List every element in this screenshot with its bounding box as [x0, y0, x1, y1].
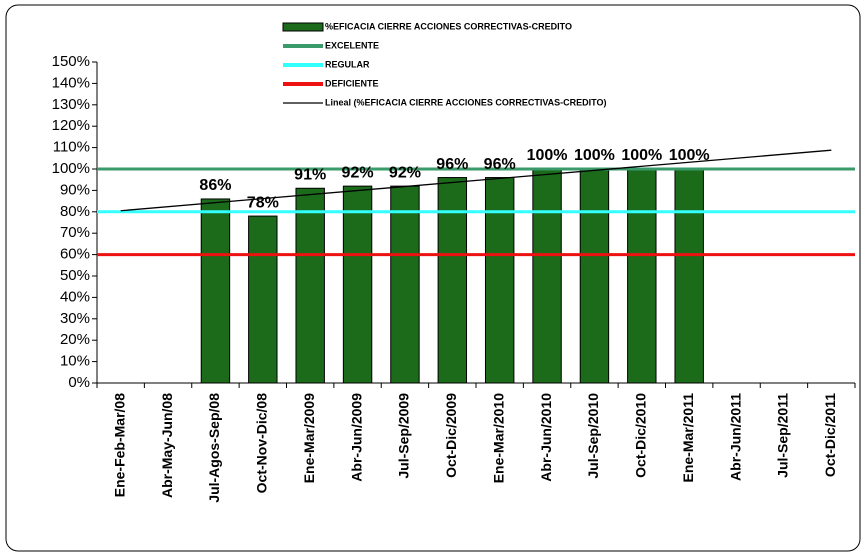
data-label: 100% — [527, 147, 568, 164]
y-tick-label: 30% — [60, 310, 90, 327]
x-tick-label: Jul-Agos-Sep/08 — [206, 393, 222, 503]
chart-frame — [5, 4, 861, 552]
x-tick-label: Ene-Mar/2010 — [490, 393, 506, 483]
y-tick-label: 50% — [60, 267, 90, 284]
y-tick-label: 80% — [60, 203, 90, 220]
bar — [674, 168, 704, 384]
bar — [390, 185, 420, 384]
data-label: 100% — [621, 147, 662, 164]
y-tick-label: 10% — [60, 353, 90, 370]
data-label: 78% — [247, 194, 279, 211]
x-tick-label: Ene-Mar/2009 — [301, 393, 317, 483]
x-tick-label: Jul-Sep/2010 — [585, 393, 601, 479]
y-tick-label: 150% — [52, 53, 90, 70]
y-tick-label: 110% — [53, 139, 90, 156]
y-tick-label: 130% — [52, 96, 90, 113]
y-tick-label: 140% — [52, 74, 90, 91]
legend-label: REGULAR — [325, 59, 370, 69]
data-label: 100% — [669, 147, 710, 164]
data-label: 92% — [389, 164, 421, 181]
data-label: 96% — [484, 156, 516, 173]
y-tick-label: 60% — [60, 246, 90, 263]
y-tick-label: 90% — [60, 181, 90, 198]
bar — [248, 215, 278, 384]
x-tick-label: Abr-Jun/2011 — [727, 393, 743, 481]
data-label: 100% — [574, 147, 615, 164]
data-label: 96% — [436, 156, 468, 173]
x-tick-label: Abr-Jun/2010 — [538, 393, 554, 482]
x-tick-label: Ene-Feb-Mar/08 — [111, 393, 127, 497]
bar — [437, 177, 468, 384]
legend-label: EXCELENTE — [325, 40, 379, 50]
x-tick-label: Abr-Jun/2009 — [348, 393, 364, 482]
bar — [295, 187, 325, 384]
x-tick-label: Oct-Dic/2011 — [822, 393, 838, 477]
data-label: 86% — [199, 177, 231, 194]
bar — [484, 177, 515, 384]
bar — [200, 198, 231, 384]
legend-swatch — [282, 22, 324, 32]
x-tick-label: Oct-Dic/2010 — [633, 393, 649, 478]
x-tick-label: Jul-Sep/2011 — [775, 393, 791, 478]
legend-label: Lineal (%EFICACIA CIERRE ACCIONES CORREC… — [325, 97, 607, 107]
legend-label: DEFICIENTE — [325, 78, 379, 88]
x-tick-label: Oct-Dic/2009 — [443, 393, 459, 478]
y-tick-label: 40% — [60, 288, 90, 305]
x-tick-label: Ene-Mar/2011 — [680, 393, 696, 483]
bar — [342, 185, 373, 384]
y-tick-label: 20% — [60, 331, 90, 348]
x-tick-label: Abr-May-Jun/08 — [159, 393, 175, 498]
data-label: 92% — [342, 164, 374, 181]
y-tick-label: 100% — [52, 160, 90, 177]
x-tick-label: Jul-Sep/2009 — [396, 393, 412, 479]
bar — [579, 168, 610, 384]
x-tick-label: Oct-Nov-Dic/08 — [254, 393, 270, 494]
bar — [627, 168, 657, 384]
y-tick-label: 120% — [52, 117, 90, 134]
y-tick-label: 0% — [68, 374, 90, 391]
data-label: 91% — [294, 166, 326, 183]
bar — [532, 168, 562, 384]
trend-line — [120, 149, 832, 212]
legend-label: %EFICACIA CIERRE ACCIONES CORRECTIVAS-CR… — [325, 21, 572, 31]
y-tick-label: 70% — [60, 224, 90, 241]
